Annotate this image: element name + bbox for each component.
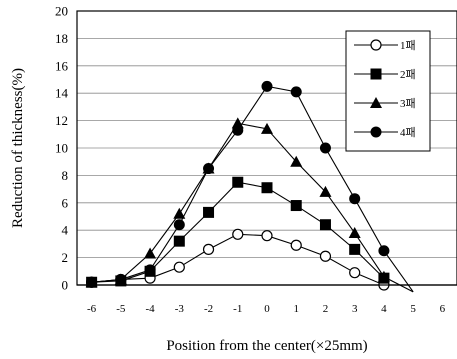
data-point [203,163,215,175]
data-point [319,142,331,154]
data-point [173,207,186,219]
y-tick-label: 0 [62,278,69,293]
data-point [290,86,302,98]
y-tick-labels: 0 2 4 6 8 10 12 14 16 18 20 [55,4,69,293]
data-point [261,122,273,134]
y-tick-label: 10 [55,141,68,156]
y-tick-label: 14 [55,86,69,101]
y-tick-label: 20 [55,4,68,19]
data-point [232,228,244,240]
data-point [261,182,273,194]
data-point [290,200,302,212]
legend-item: 3패 [354,97,416,110]
data-point [348,226,361,238]
legend-item: 2패 [354,68,416,81]
x-tick-label: 6 [440,303,446,315]
x-tick-label: 0 [264,303,270,315]
x-axis-label: Position from the center(×25mm) [166,338,367,354]
data-point [378,245,390,257]
data-point [349,267,361,279]
series-1 [86,228,390,291]
legend-item: 4패 [354,126,416,139]
y-tick-label: 8 [62,168,69,183]
plot-frame [76,10,457,286]
data-point [203,206,215,218]
data-point [232,124,244,136]
data-point [377,270,390,282]
x-tick-label: -1 [233,303,242,315]
y-tick-label: 2 [62,250,69,265]
data-point [144,247,157,259]
x-tick-label: 2 [323,303,329,315]
data-point [173,235,185,247]
data-point [349,243,361,255]
data-point [115,274,127,286]
series-line [91,233,385,286]
data-point [261,80,273,92]
data-point [349,193,361,205]
legend-label: 4패 [400,126,416,139]
data-point [319,219,331,231]
legend-box [345,30,431,152]
legend-label: 2패 [400,68,416,81]
data-point [86,276,98,288]
x-tick-label: 4 [381,303,387,315]
y-tick-label: 12 [55,113,68,128]
x-tick-label: -5 [116,303,126,315]
data-point [232,176,244,188]
legend-marker [370,97,382,108]
x-tick-label: -2 [204,303,213,315]
x-tick-label: 1 [293,303,299,315]
legend-item: 1패 [354,39,416,52]
data-point [202,243,215,255]
data-point [290,239,302,251]
data-point [173,261,185,273]
y-tick-label: 16 [55,58,69,73]
legend-marker [370,39,382,51]
legend-marker [370,68,382,80]
data-point [290,155,303,167]
legend: 1패 2패 3패 4패 [345,30,431,152]
data-point [261,230,273,242]
y-axis-label: Reduction of thickness(%) [10,68,26,228]
series-4 [86,80,414,293]
data-point [144,264,156,276]
x-tick-label: -4 [145,303,155,315]
legend-label: 3패 [400,97,416,110]
x-tick-label: 3 [352,303,358,315]
y-tick-label: 6 [62,195,69,210]
data-point [173,219,185,231]
x-tick-label: -3 [175,303,185,315]
y-tick-label: 18 [55,31,68,46]
legend-marker [370,126,382,138]
x-tick-label: 5 [410,303,416,315]
y-tick-label: 4 [62,223,69,238]
x-tick-labels: -6 -5 -4 -3 -2 -1 0 1 2 3 4 5 6 [87,303,446,315]
x-tick-label: -6 [87,303,97,315]
legend-label: 1패 [400,39,416,52]
data-point [319,250,332,262]
data-point [319,185,332,197]
